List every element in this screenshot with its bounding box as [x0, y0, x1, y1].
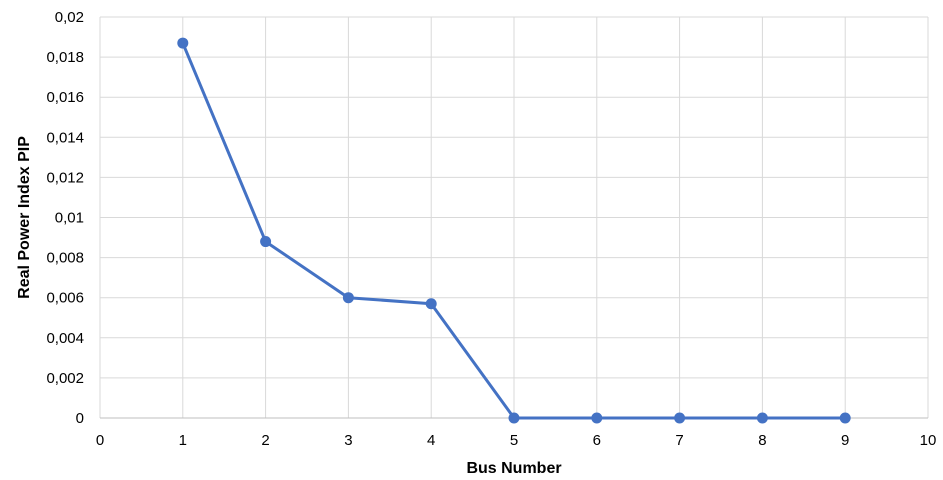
y-tick-label: 0,004	[46, 330, 84, 347]
data-point	[342, 292, 354, 304]
x-tick-label: 10	[920, 432, 937, 449]
y-tick-label: 0	[76, 410, 84, 427]
y-axis-tick-labels: 0 0,002 0,004 0,006 0,008 0,01 0,012 0,014 0,016…	[46, 9, 84, 427]
y-tick-label: 0,018	[46, 49, 84, 66]
x-axis-title: Bus Number	[466, 460, 561, 477]
x-tick-label: 4	[427, 432, 435, 449]
x-tick-label: 2	[261, 432, 269, 449]
data-point	[508, 412, 520, 424]
data-point	[839, 412, 851, 424]
x-tick-label: 6	[593, 432, 601, 449]
x-tick-label: 8	[758, 432, 766, 449]
x-axis-tick-labels: 0 1 2 3 4 5 6 7 8 9 10	[96, 432, 937, 449]
horizontal-gridlines	[100, 16, 928, 379]
x-tick-label: 1	[179, 432, 187, 449]
data-point	[425, 298, 437, 310]
x-tick-label: 3	[344, 432, 352, 449]
y-tick-label: 0,014	[46, 129, 84, 146]
data-point	[260, 236, 272, 248]
y-tick-label: 0,016	[46, 89, 84, 106]
data-point	[674, 412, 686, 424]
x-tick-label: 5	[510, 432, 518, 449]
data-point	[177, 37, 189, 49]
y-tick-label: 0,002	[46, 370, 84, 387]
series-layer	[177, 37, 851, 424]
x-tick-label: 0	[96, 432, 104, 449]
data-point	[591, 412, 603, 424]
y-tick-label: 0,008	[46, 250, 84, 267]
y-tick-label: 0,02	[55, 9, 84, 26]
data-point	[756, 412, 768, 424]
x-tick-label: 7	[675, 432, 683, 449]
y-axis-title: Real Power Index PIP	[16, 136, 33, 299]
x-tick-label: 9	[841, 432, 849, 449]
y-tick-label: 0,01	[55, 210, 84, 227]
y-tick-label: 0,006	[46, 290, 84, 307]
y-tick-label: 0,012	[46, 169, 84, 186]
